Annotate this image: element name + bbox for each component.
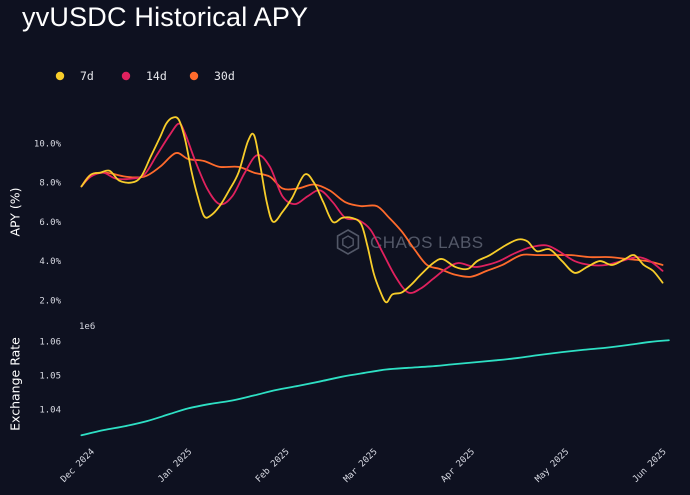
page-title: yvUSDC Historical APY xyxy=(22,2,309,32)
y-tick-label-apy: 4.0% xyxy=(39,257,61,267)
legend-marker-14d xyxy=(121,71,131,81)
series-line-14d xyxy=(80,122,664,294)
y-tick-label-apy: 10.0% xyxy=(34,139,62,149)
y-tick-label-apy: 2.0% xyxy=(39,296,61,306)
y-tick-label-apy: 8.0% xyxy=(39,179,61,189)
series-line-7d xyxy=(80,116,664,304)
legend-label-7d: 7d xyxy=(80,69,94,83)
y-tick-label-rate: 1.05 xyxy=(39,372,61,382)
x-tick-label: Apr 2025 xyxy=(439,447,477,485)
y-axis-label-exchange-rate: Exchange Rate xyxy=(8,337,23,431)
x-tick-label: May 2025 xyxy=(534,447,572,485)
chaos-labs-logo-icon xyxy=(336,229,360,255)
watermark-text: CHAOS LABS xyxy=(370,233,484,252)
y-axis-scale-label: 1e6 xyxy=(79,322,95,332)
legend: 7d 14d 30d xyxy=(55,69,235,83)
y-tick-label-rate: 1.04 xyxy=(39,406,61,416)
series-line-30d xyxy=(80,152,664,278)
x-tick-label: Mar 2025 xyxy=(342,447,380,485)
legend-label-14d: 14d xyxy=(146,69,167,83)
x-tick-label: Dec 2024 xyxy=(59,447,97,485)
y-tick-label-apy: 6.0% xyxy=(39,218,61,228)
x-tick-label: Feb 2025 xyxy=(254,447,292,485)
y-tick-label-rate: 1.06 xyxy=(39,338,61,348)
x-axis: Dec 2024 Jan 2025 Feb 2025 Mar 2025 Apr 2025… xyxy=(59,447,669,485)
watermark: CHAOS LABS xyxy=(336,229,484,255)
x-tick-label: Jan 2025 xyxy=(157,447,195,485)
legend-marker-7d xyxy=(55,71,65,81)
series-line-exchange-rate xyxy=(80,339,670,437)
legend-marker-30d xyxy=(189,71,199,81)
x-tick-label: Jun 2025 xyxy=(631,447,669,485)
apy-chart: APY (%) 2.0% 4.0% 6.0% 8.0% 10.0% xyxy=(8,116,664,306)
y-axis-label-apy: APY (%) xyxy=(8,187,23,236)
exchange-rate-chart: Exchange Rate 1e6 1.04 1.05 1.06 xyxy=(8,322,670,437)
legend-label-30d: 30d xyxy=(214,69,235,83)
